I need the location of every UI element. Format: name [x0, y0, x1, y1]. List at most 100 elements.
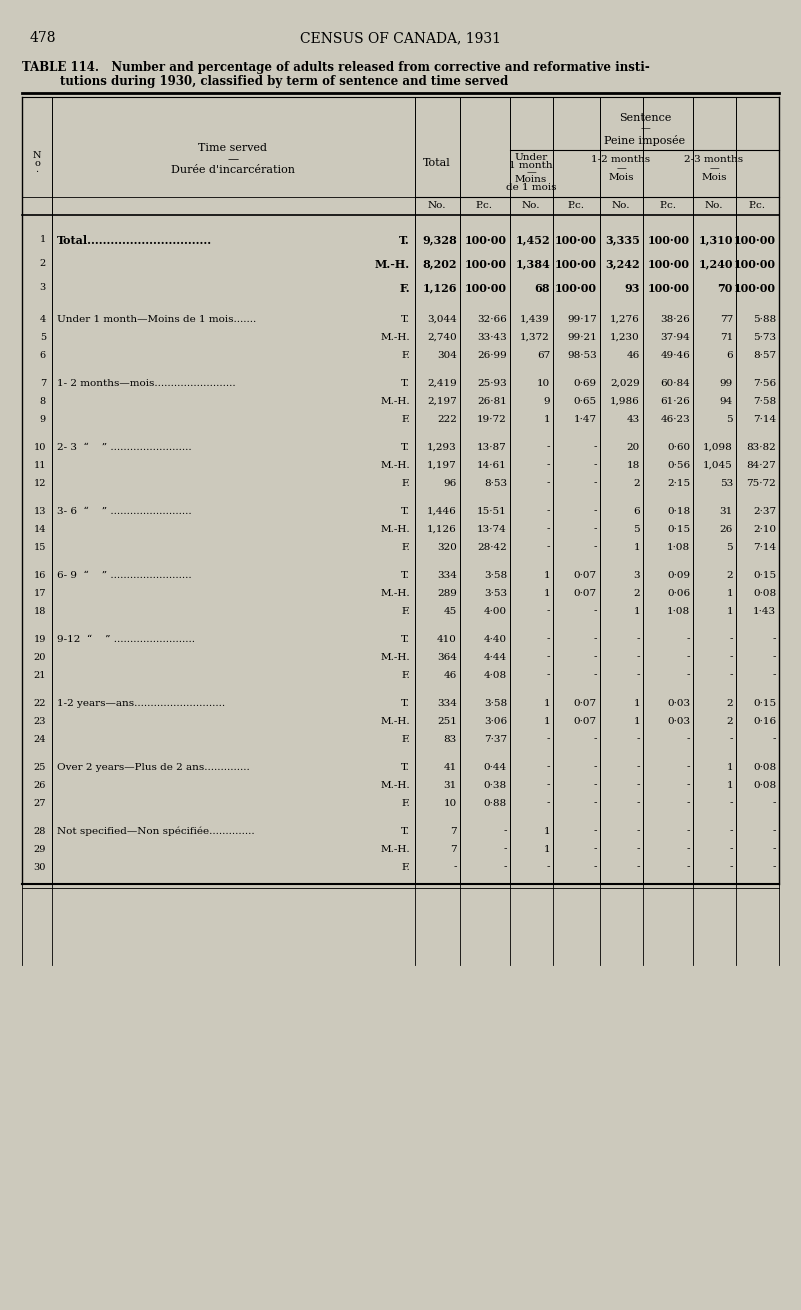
Text: -: - — [772, 735, 776, 744]
Text: .: . — [35, 165, 38, 174]
Text: —: — — [640, 124, 650, 134]
Text: 8: 8 — [40, 397, 46, 406]
Text: 20: 20 — [34, 652, 46, 662]
Text: 1: 1 — [727, 762, 733, 772]
Text: 1: 1 — [543, 570, 550, 579]
Text: 71: 71 — [720, 333, 733, 342]
Text: 1 month: 1 month — [509, 161, 553, 170]
Text: 7·56: 7·56 — [753, 379, 776, 388]
Text: 7·58: 7·58 — [753, 397, 776, 406]
Text: -: - — [594, 507, 597, 516]
Text: 1: 1 — [727, 588, 733, 597]
Text: -: - — [546, 478, 550, 487]
Text: T.: T. — [401, 443, 410, 452]
Text: 9-12  “    ” .........................: 9-12 “ ” ......................... — [57, 634, 195, 643]
Text: 20: 20 — [626, 443, 640, 452]
Text: -: - — [772, 671, 776, 680]
Text: 0·38: 0·38 — [484, 781, 507, 790]
Text: P.c.: P.c. — [748, 202, 766, 211]
Text: TABLE 114.   Number and percentage of adults released from corrective and reform: TABLE 114. Number and percentage of adul… — [22, 62, 650, 75]
Text: 8,202: 8,202 — [422, 258, 457, 270]
Text: 26: 26 — [720, 524, 733, 533]
Text: 15: 15 — [34, 542, 46, 552]
Text: M.-H.: M.-H. — [380, 717, 410, 726]
Text: -: - — [637, 634, 640, 643]
Text: 7·14: 7·14 — [753, 542, 776, 552]
Text: 0·07: 0·07 — [574, 717, 597, 726]
Text: -: - — [772, 799, 776, 807]
Text: -: - — [730, 845, 733, 854]
Text: 1·08: 1·08 — [667, 542, 690, 552]
Text: T.: T. — [401, 634, 410, 643]
Text: 1,197: 1,197 — [427, 461, 457, 469]
Text: 4·00: 4·00 — [484, 607, 507, 616]
Text: F.: F. — [401, 414, 410, 423]
Text: -: - — [546, 781, 550, 790]
Text: 4·40: 4·40 — [484, 634, 507, 643]
Text: -: - — [686, 845, 690, 854]
Text: 1,310: 1,310 — [698, 234, 733, 245]
Text: T.: T. — [401, 379, 410, 388]
Text: 0·44: 0·44 — [484, 762, 507, 772]
Text: 2: 2 — [634, 478, 640, 487]
Text: 3,242: 3,242 — [606, 258, 640, 270]
Text: 5: 5 — [40, 333, 46, 342]
Text: -: - — [686, 634, 690, 643]
Text: o: o — [34, 159, 40, 168]
Text: M.-H.: M.-H. — [380, 845, 410, 854]
Text: 46: 46 — [444, 671, 457, 680]
Text: 2,029: 2,029 — [610, 379, 640, 388]
Text: 53: 53 — [720, 478, 733, 487]
Text: 7: 7 — [450, 827, 457, 836]
Text: 0·15: 0·15 — [753, 570, 776, 579]
Text: 12: 12 — [34, 478, 46, 487]
Text: -: - — [546, 762, 550, 772]
Text: -: - — [637, 845, 640, 854]
Text: 100·00: 100·00 — [734, 234, 776, 245]
Text: -: - — [594, 735, 597, 744]
Text: 0·15: 0·15 — [753, 698, 776, 707]
Text: 4: 4 — [40, 314, 46, 324]
Text: M.-H.: M.-H. — [380, 397, 410, 406]
Text: -: - — [546, 524, 550, 533]
Text: M.-H.: M.-H. — [380, 652, 410, 662]
Text: Over 2 years—Plus de 2 ans..............: Over 2 years—Plus de 2 ans.............. — [57, 762, 250, 772]
Text: -: - — [594, 542, 597, 552]
Text: -: - — [772, 652, 776, 662]
Text: -: - — [686, 862, 690, 871]
Text: 41: 41 — [444, 762, 457, 772]
Text: 1,439: 1,439 — [521, 314, 550, 324]
Text: -: - — [594, 524, 597, 533]
Text: M.-H.: M.-H. — [380, 588, 410, 597]
Text: 3- 6  “    ” .........................: 3- 6 “ ” ......................... — [57, 507, 191, 516]
Text: No.: No. — [705, 202, 723, 211]
Text: 7·14: 7·14 — [753, 414, 776, 423]
Text: 99: 99 — [720, 379, 733, 388]
Text: T.: T. — [401, 698, 410, 707]
Text: 1,293: 1,293 — [427, 443, 457, 452]
Text: 67: 67 — [537, 351, 550, 359]
Text: 83·82: 83·82 — [747, 443, 776, 452]
Text: 77: 77 — [720, 314, 733, 324]
Text: 1,098: 1,098 — [703, 443, 733, 452]
Text: CENSUS OF CANADA, 1931: CENSUS OF CANADA, 1931 — [300, 31, 501, 45]
Text: T.: T. — [401, 507, 410, 516]
Text: F.: F. — [401, 607, 410, 616]
Text: 30: 30 — [34, 862, 46, 871]
Text: 2: 2 — [727, 717, 733, 726]
Text: 1: 1 — [634, 607, 640, 616]
Text: -: - — [637, 827, 640, 836]
Text: -: - — [772, 862, 776, 871]
Text: 9: 9 — [543, 397, 550, 406]
Text: 1·43: 1·43 — [753, 607, 776, 616]
Text: 1: 1 — [543, 588, 550, 597]
Text: -: - — [594, 607, 597, 616]
Text: 3: 3 — [634, 570, 640, 579]
Text: 100·00: 100·00 — [648, 258, 690, 270]
Text: 2- 3  “    ” .........................: 2- 3 “ ” ......................... — [57, 443, 191, 452]
Text: 0·08: 0·08 — [753, 588, 776, 597]
Text: 251: 251 — [437, 717, 457, 726]
Text: 0·56: 0·56 — [667, 461, 690, 469]
Text: 61·26: 61·26 — [660, 397, 690, 406]
Text: F.: F. — [401, 478, 410, 487]
